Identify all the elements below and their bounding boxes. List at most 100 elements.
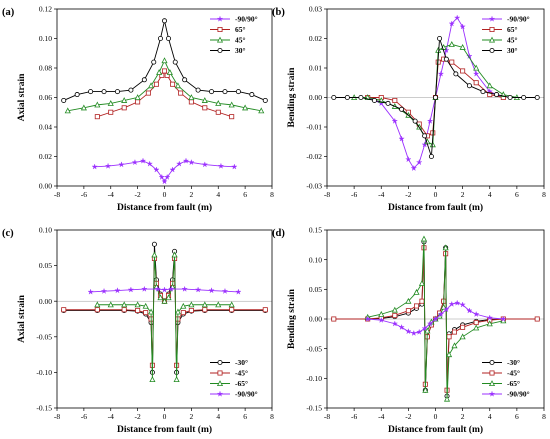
x-axis-label: Distance from fault (m) xyxy=(388,202,483,213)
legend-entry: 30° xyxy=(507,46,518,55)
data-point xyxy=(80,104,87,111)
data-point xyxy=(161,57,168,64)
x-tick-label: -2 xyxy=(135,412,141,421)
panel-c: -8 -6 -4 -2 0 2 4 6 8 -0.15 -0.10 -0.05 0.00 0.05 0.10… xyxy=(2,226,274,435)
legend-swatch-marker xyxy=(489,359,495,365)
legend: -30° -45°-65° -90/90° xyxy=(210,358,258,399)
data-point xyxy=(114,89,120,95)
data-point xyxy=(460,324,466,330)
data-point xyxy=(100,287,108,295)
data-point xyxy=(121,307,127,313)
y-axis-label: Bending strain xyxy=(287,67,297,128)
data-point xyxy=(151,241,157,247)
data-point xyxy=(107,100,114,106)
data-point xyxy=(453,14,461,21)
data-point xyxy=(486,82,493,89)
data-point xyxy=(167,285,175,292)
data-point xyxy=(443,395,451,402)
data-point xyxy=(161,297,168,304)
legend-swatch-marker xyxy=(489,26,495,32)
legend-swatch-marker xyxy=(489,370,495,376)
data-point xyxy=(440,303,447,310)
data-point xyxy=(104,162,112,169)
x-tick-label: -4 xyxy=(108,190,114,199)
x-tick-label: 0 xyxy=(163,190,167,199)
data-point xyxy=(229,307,235,313)
data-point xyxy=(108,109,114,115)
data-point xyxy=(151,59,157,65)
data-point xyxy=(174,82,181,89)
x-tick-label: -6 xyxy=(81,190,87,199)
data-point xyxy=(61,307,67,313)
data-point xyxy=(410,329,418,337)
series-3 xyxy=(87,285,242,295)
legend-swatch-marker xyxy=(488,380,496,387)
x-tick-label: -6 xyxy=(351,412,357,421)
legend-entry: -45° xyxy=(507,369,520,378)
data-point xyxy=(420,235,428,242)
y-axis-label: Axial strain xyxy=(17,294,27,342)
y-tick-label: 0.01 xyxy=(309,64,322,73)
data-point xyxy=(201,161,209,168)
data-point xyxy=(249,92,255,98)
x-axis-label: Distance from fault (m) xyxy=(117,424,212,435)
panel-label: (a) xyxy=(2,7,15,18)
data-point xyxy=(118,161,125,168)
x-tick-label: 4 xyxy=(216,412,220,421)
data-point xyxy=(448,300,456,307)
y-tick-label: -0.02 xyxy=(306,152,322,161)
data-point xyxy=(131,158,139,166)
y-axis-label: Axial strain xyxy=(17,73,27,121)
data-point xyxy=(182,77,188,83)
data-point xyxy=(134,94,141,100)
data-point xyxy=(164,72,170,78)
data-point xyxy=(188,99,194,105)
data-point xyxy=(391,320,399,327)
data-point xyxy=(163,173,171,180)
data-point xyxy=(121,105,127,111)
data-point xyxy=(202,105,208,111)
x-tick-label: 8 xyxy=(270,412,274,421)
data-point xyxy=(141,285,148,292)
data-point xyxy=(432,95,438,101)
legend-entry: 45° xyxy=(235,36,246,45)
data-point xyxy=(121,301,128,308)
data-point xyxy=(473,64,480,71)
data-point xyxy=(143,310,149,316)
data-point xyxy=(188,307,194,313)
legend-swatch-marker xyxy=(217,48,223,54)
data-point xyxy=(228,101,235,108)
x-tick-label: 8 xyxy=(542,412,546,421)
legend-swatch-marker xyxy=(216,15,224,22)
data-point xyxy=(480,89,486,95)
data-point xyxy=(174,308,181,315)
data-point xyxy=(405,297,412,304)
data-point xyxy=(231,163,238,170)
data-point xyxy=(486,314,494,321)
panel-label: (c) xyxy=(2,228,14,239)
data-point xyxy=(127,286,135,293)
y-tick-label: 0.02 xyxy=(39,152,52,161)
data-point xyxy=(145,90,151,96)
data-point xyxy=(432,315,439,322)
x-tick-label: 0 xyxy=(434,412,438,421)
data-point xyxy=(178,90,184,96)
data-point xyxy=(228,301,235,308)
x-tick-label: 4 xyxy=(216,190,220,199)
data-point xyxy=(215,301,222,308)
data-point xyxy=(101,89,107,95)
series-3 xyxy=(331,36,540,159)
data-point xyxy=(135,99,141,105)
data-point xyxy=(413,288,420,295)
legend-entry: 45° xyxy=(507,36,518,45)
data-point xyxy=(195,87,201,93)
data-point xyxy=(429,141,436,148)
data-point xyxy=(405,156,412,163)
x-tick-label: 8 xyxy=(542,190,546,199)
x-tick-label: -4 xyxy=(378,190,384,199)
y-tick-label: 0.02 xyxy=(309,34,322,43)
data-point xyxy=(159,72,165,78)
data-point xyxy=(415,158,423,166)
data-point xyxy=(166,69,173,75)
series-0 xyxy=(91,157,238,185)
